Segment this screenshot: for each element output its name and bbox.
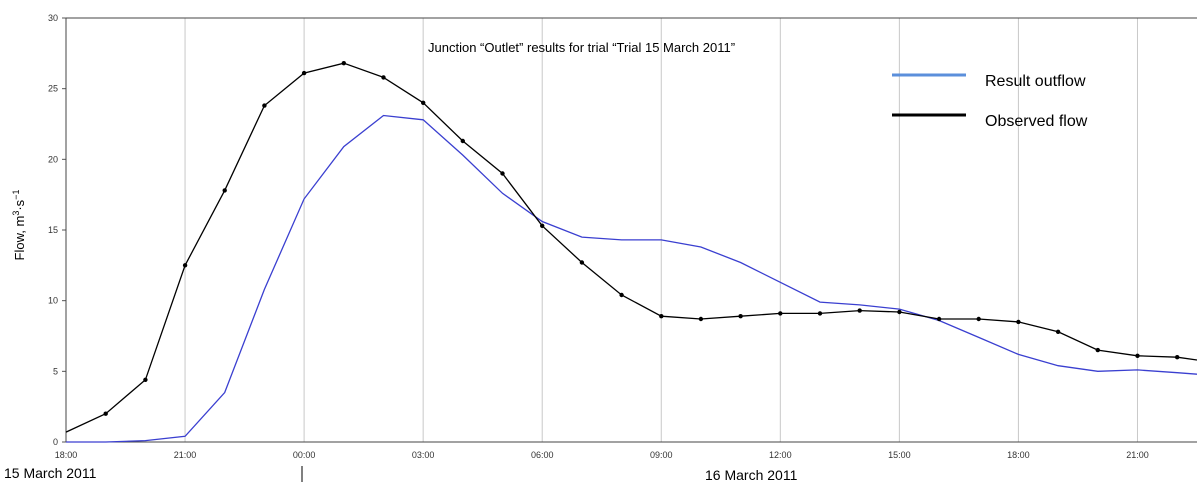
data-point-observed-flow [976, 316, 981, 322]
data-point-observed-flow [262, 103, 267, 108]
data-point-observed-flow [500, 171, 505, 176]
x-tick-label: 21:00 [174, 450, 197, 460]
data-point-observed-flow [421, 100, 426, 106]
data-point-observed-flow [341, 61, 346, 66]
data-point-observed-flow [1055, 329, 1061, 334]
y-tick-label: 25 [48, 84, 58, 94]
x-tick-label: 18:00 [1007, 450, 1030, 460]
x-tick-label: 03:00 [412, 450, 435, 460]
chart-title: Junction “Outlet” results for trial “Tri… [428, 40, 735, 55]
data-point-observed-flow [738, 314, 743, 319]
y-axis-label: Flow, m3·s−1 [11, 190, 27, 261]
data-point-observed-flow [579, 260, 585, 265]
y-tick-label: 5 [53, 366, 58, 376]
axes [62, 17, 1197, 443]
x-tick-labels: 18:00 21:00 00:00 03:00 06:00 09:00 12:00 15:00… [55, 450, 1149, 460]
data-point-observed-flow [1135, 353, 1140, 358]
legend-label-result-outflow: Result outflow [985, 73, 1086, 90]
data-point-observed-flow [1095, 347, 1101, 353]
x-tick-label: 15:00 [888, 450, 911, 460]
series-line-observed-flow [65, 62, 1197, 433]
y-tick-label: 30 [48, 13, 58, 23]
series-lines [65, 61, 1197, 443]
data-point-observed-flow [301, 70, 307, 76]
date-label-15-march: 15 March 2011 [4, 465, 97, 481]
data-point-observed-flow [857, 308, 862, 313]
data-point-observed-flow [698, 316, 704, 322]
data-point-observed-flow [778, 311, 783, 316]
data-point-observed-flow [936, 316, 942, 322]
legend: Result outflow Observed flow [892, 73, 1088, 130]
data-point-observed-flow [460, 138, 465, 144]
y-tick-label: 0 [53, 437, 58, 447]
data-point-observed-flow [222, 188, 227, 193]
y-tick-label: 10 [48, 296, 58, 306]
legend-label-observed-flow: Observed flow [985, 113, 1088, 130]
data-point-observed-flow [182, 263, 188, 268]
data-point-observed-flow [143, 377, 148, 382]
y-tick-labels: 0 5 10 15 20 25 30 [48, 13, 58, 447]
data-point-observed-flow [1016, 319, 1021, 325]
x-tick-label: 18:00 [55, 450, 78, 460]
date-label-16-march: 16 March 2011 [705, 467, 798, 483]
data-point-observed-flow [540, 223, 545, 228]
data-point-observed-flow [659, 314, 664, 319]
y-tick-label: 20 [48, 154, 58, 164]
grid-lines [184, 18, 1138, 442]
data-point-observed-flow [897, 309, 902, 315]
x-tick-label: 12:00 [769, 450, 792, 460]
x-tick-label: 06:00 [531, 450, 554, 460]
data-point-observed-flow [817, 311, 823, 316]
x-tick-label: 09:00 [650, 450, 673, 460]
data-point-observed-flow [1175, 355, 1180, 360]
data-point-observed-flow [103, 411, 108, 416]
x-tick-label: 00:00 [293, 450, 316, 460]
data-point-observed-flow [381, 75, 386, 80]
data-point-observed-flow [619, 292, 624, 298]
x-tick-label: 21:00 [1126, 450, 1149, 460]
series-line-result-outflow [66, 114, 1197, 443]
y-tick-label: 15 [48, 225, 58, 235]
